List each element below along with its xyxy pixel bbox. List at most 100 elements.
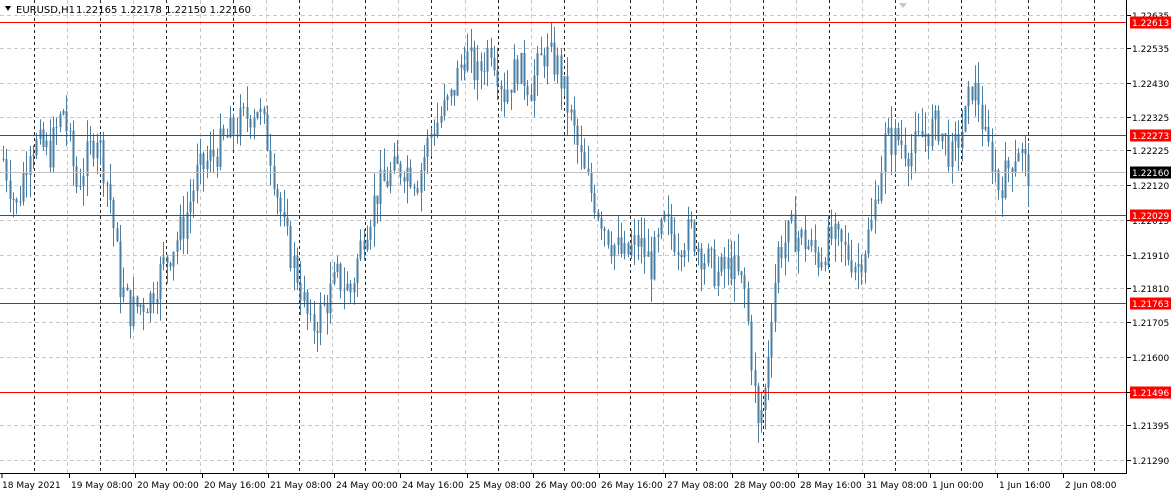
candle-body <box>249 118 252 128</box>
candle <box>182 195 185 255</box>
candle <box>947 119 950 172</box>
candle <box>426 129 429 175</box>
candle <box>780 235 783 268</box>
candle-body <box>917 131 920 133</box>
chart-shift-marker-icon[interactable] <box>899 3 907 8</box>
candle-body <box>870 219 873 230</box>
candle-body <box>196 164 199 191</box>
candle-body <box>316 330 319 333</box>
candle <box>226 128 229 138</box>
candle-body <box>92 140 95 159</box>
candle-body <box>296 255 299 283</box>
candle-body <box>263 108 266 115</box>
symbol-dropdown-icon[interactable] <box>5 6 11 11</box>
candle <box>286 198 289 236</box>
candle-body <box>737 255 740 272</box>
candle <box>523 39 526 101</box>
candle-body <box>65 110 68 132</box>
candle <box>473 40 476 90</box>
candle-body <box>974 82 977 101</box>
candle <box>49 119 52 173</box>
ohlc-readout: 1.22165 1.22178 1.22150 1.22160 <box>76 5 251 16</box>
candle-body <box>540 53 543 56</box>
candle-body <box>396 156 399 164</box>
candle-body <box>921 131 924 137</box>
candle-body <box>286 217 289 227</box>
candle <box>263 106 266 124</box>
candle <box>406 155 409 204</box>
candle <box>914 111 917 174</box>
candle <box>460 54 463 81</box>
candle-body <box>480 61 483 71</box>
candle-body <box>663 214 666 220</box>
candle <box>52 116 55 173</box>
candle-body <box>981 104 984 130</box>
candle <box>967 80 970 124</box>
candle-body <box>937 110 940 142</box>
candle <box>743 267 746 309</box>
candle <box>446 94 449 111</box>
candle-body <box>787 220 790 243</box>
candle <box>603 226 606 247</box>
time-tick-label: 26 May 00:00 <box>535 481 597 491</box>
candle-body <box>102 140 105 184</box>
candle <box>637 219 640 261</box>
candle-body <box>697 248 700 252</box>
candle <box>643 217 646 274</box>
candle <box>346 271 349 292</box>
candle-body <box>86 141 89 176</box>
candle-body <box>346 283 349 291</box>
candle <box>1027 142 1030 208</box>
candle-body <box>767 356 770 388</box>
candle-body <box>633 235 636 245</box>
candle-body <box>703 263 706 270</box>
candle-body <box>483 70 486 72</box>
candle <box>587 145 590 176</box>
candle <box>797 230 800 274</box>
candle <box>65 95 68 147</box>
candle <box>266 105 269 152</box>
candle <box>546 33 549 85</box>
candle <box>660 217 663 240</box>
candle <box>293 242 296 291</box>
candle <box>977 62 980 122</box>
candle-body <box>533 75 536 101</box>
candle <box>386 166 389 188</box>
candle-body <box>202 153 205 170</box>
candle <box>436 102 439 139</box>
candle-body <box>947 135 950 167</box>
candle-body <box>29 156 32 176</box>
candle <box>937 105 940 145</box>
candle-body <box>453 89 456 96</box>
candle-body <box>707 248 710 264</box>
candle-body <box>106 183 109 185</box>
candle-body <box>757 386 760 424</box>
candle-body <box>166 256 169 264</box>
candle-body <box>96 142 99 159</box>
candle <box>710 246 713 269</box>
candle-body <box>142 304 145 312</box>
candle <box>754 352 757 404</box>
candle-body <box>607 230 610 245</box>
candle-body <box>293 255 296 269</box>
candle-body <box>857 264 860 267</box>
candle <box>737 234 740 276</box>
candle-body <box>897 127 900 141</box>
candle-body <box>610 244 613 257</box>
candle-body <box>146 311 149 314</box>
candle-body <box>830 226 833 240</box>
candle <box>944 133 947 156</box>
candle <box>951 132 954 184</box>
candle-body <box>426 137 429 157</box>
candle-body <box>904 144 907 159</box>
price-tick-label: 1.21395 <box>1132 422 1169 432</box>
candle <box>904 127 907 167</box>
candle <box>159 256 162 321</box>
time-tick-label: 19 May 08:00 <box>71 481 133 491</box>
candle-body <box>45 140 48 148</box>
level-price-label: 1.22029 <box>1132 212 1169 222</box>
candle <box>369 219 372 250</box>
